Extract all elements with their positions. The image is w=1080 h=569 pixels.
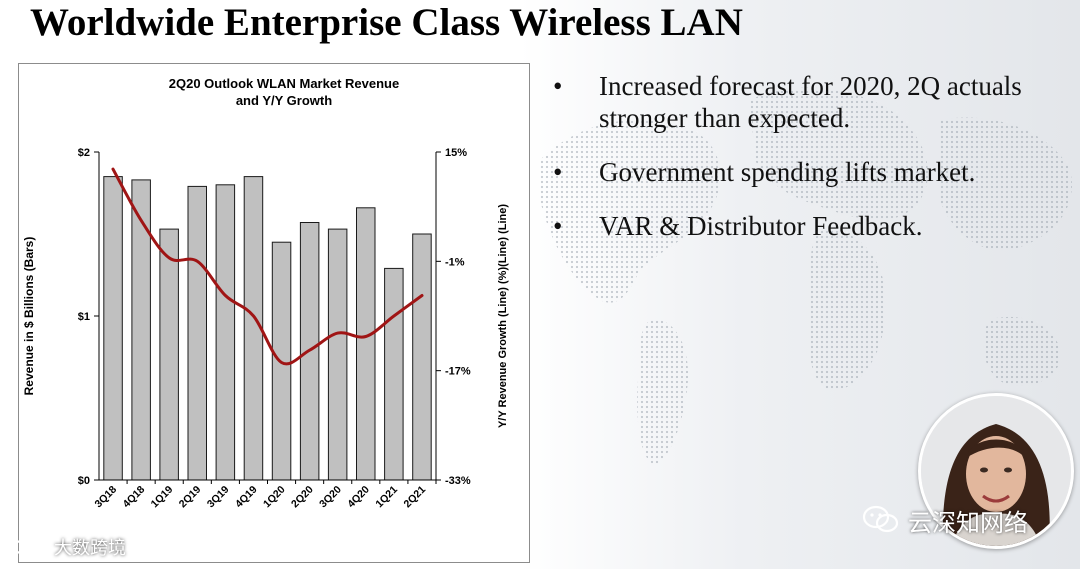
right-axis-label: Y/Y Revenue Growth (Line) (%)(Line) (Lin…: [497, 204, 509, 428]
left-tick-label: $2: [78, 147, 90, 159]
bar-3Q18: [103, 176, 123, 481]
bar-1Q21: [384, 267, 404, 481]
bar-2Q21: [412, 233, 432, 481]
bullet-text: VAR & Distributor Feedback.: [599, 211, 923, 241]
x-tick-label: 2Q20: [289, 484, 316, 511]
bar-2Q19: [187, 185, 207, 481]
x-tick-label: 4Q18: [121, 484, 148, 511]
left-axis-ticks: $0 $1 $2: [78, 147, 99, 487]
bullet-dot: •: [553, 71, 563, 101]
x-tick-label: 3Q20: [317, 484, 344, 511]
chart-title-line-2: and Y/Y Growth: [236, 93, 332, 108]
x-tick-label: 2Q21: [401, 484, 428, 511]
bullet-list: • Increased forecast for 2020, 2Q actual…: [553, 70, 1053, 264]
bar-3Q19: [215, 184, 236, 481]
x-tick-label: 4Q20: [345, 484, 372, 511]
left-tick-label: $0: [78, 475, 90, 487]
x-tick-label: 3Q18: [92, 484, 119, 511]
chart-panel: 2Q20 Outlook WLAN Market Revenue and Y/Y…: [18, 63, 530, 563]
bar-3Q20: [327, 228, 348, 481]
watermark-right: 云深知网络: [862, 502, 1028, 538]
bullet-item-var: • VAR & Distributor Feedback.: [553, 210, 1053, 242]
right-tick-label: -33%: [445, 475, 471, 487]
wlan-revenue-chart: 2Q20 Outlook WLAN Market Revenue and Y/Y…: [22, 76, 509, 511]
world-map-dots: [540, 87, 1072, 465]
right-tick-label: 15%: [445, 147, 467, 159]
bullet-dot: •: [553, 157, 563, 187]
bullet-item-government: • Government spending lifts market.: [553, 156, 1053, 188]
left-tick-label: $1: [78, 311, 90, 323]
bullet-text: Government spending lifts market.: [599, 157, 976, 187]
presenter-portrait: [921, 396, 1071, 546]
brand-logo-icon: [9, 540, 46, 554]
x-tick-label: 4Q19: [233, 484, 260, 511]
x-tick-label: 2Q19: [177, 484, 204, 511]
watermark-left: 大数跨境: [8, 534, 126, 560]
watermark-left-text: 大数跨境: [54, 538, 126, 559]
x-axis-ticks: 3Q18 4Q18 1Q19 2Q19 3Q19 4Q19 1Q20 2Q20 3Q20 4Q20…: [92, 480, 437, 511]
slide-title: Worldwide Enterprise Class Wireless LAN: [30, 1, 743, 44]
x-tick-label: 1Q21: [373, 484, 400, 511]
bar-1Q19: [159, 228, 179, 481]
right-tick-label: -17%: [445, 366, 471, 378]
x-tick-label: 3Q19: [205, 484, 232, 511]
bars-layer: [103, 176, 432, 481]
left-axis-label: Revenue in $ Billions (Bars): [22, 237, 36, 396]
growth-line-series: [111, 167, 424, 366]
x-tick-label: 1Q19: [149, 484, 176, 511]
right-axis-ticks: 15% -1% -17% -33%: [436, 147, 471, 487]
wechat-icon: [862, 505, 899, 533]
bar-4Q20: [356, 207, 376, 481]
x-tick-label: 1Q20: [261, 484, 288, 511]
presenter-avatar: [918, 393, 1074, 549]
bar-4Q18: [131, 179, 151, 481]
bullet-item-forecast: • Increased forecast for 2020, 2Q actual…: [553, 70, 1053, 134]
watermark-right-text: 云深知网络: [908, 508, 1028, 537]
chart-title-line-1: 2Q20 Outlook WLAN Market Revenue: [169, 76, 399, 91]
bullet-text: Increased forecast for 2020, 2Q actuals …: [599, 71, 1022, 133]
bullet-dot: •: [553, 211, 563, 241]
right-tick-label: -1%: [445, 256, 465, 268]
